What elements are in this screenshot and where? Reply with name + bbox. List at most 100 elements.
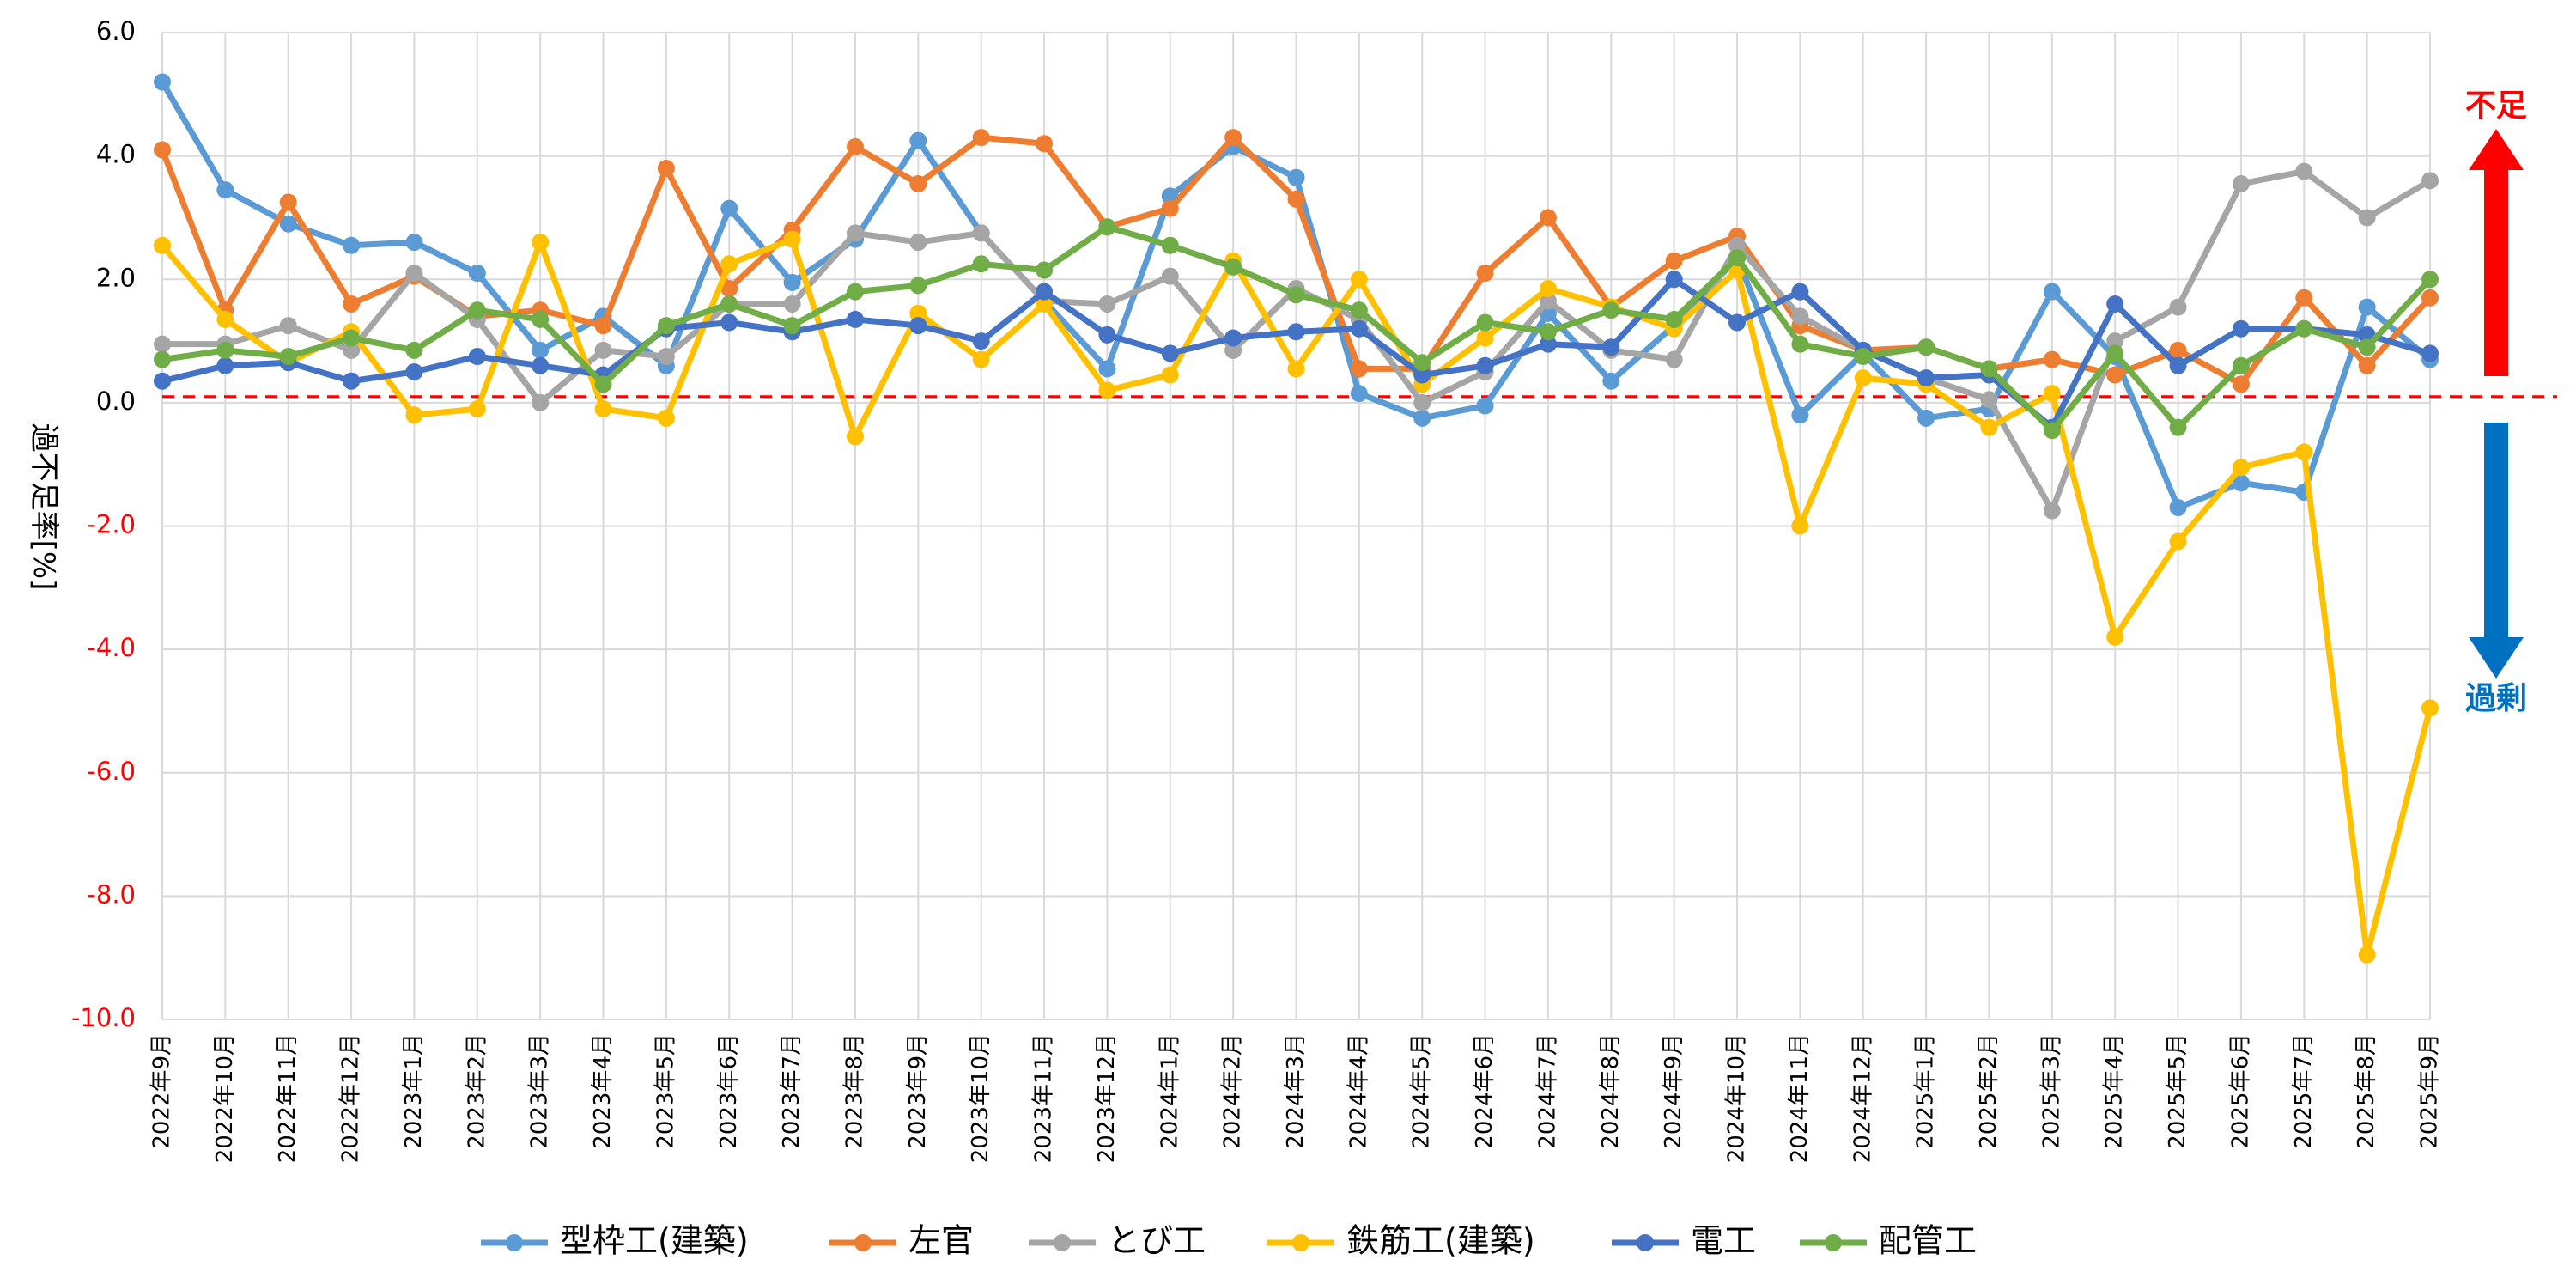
x-tick-label: 2024年6月 bbox=[1472, 1033, 1498, 1149]
data-point bbox=[594, 341, 612, 359]
data-point bbox=[846, 310, 864, 328]
legend-item: 配管工 bbox=[1800, 1222, 1977, 1260]
data-point bbox=[2106, 366, 2124, 384]
data-point bbox=[783, 295, 801, 313]
data-point bbox=[1098, 360, 1116, 378]
data-point bbox=[154, 372, 171, 390]
data-point bbox=[720, 313, 738, 332]
data-point bbox=[657, 348, 675, 366]
legend-swatch-marker bbox=[1054, 1234, 1071, 1251]
data-point bbox=[1476, 329, 1494, 347]
series-group bbox=[154, 73, 2439, 964]
data-point bbox=[909, 304, 927, 322]
data-point bbox=[972, 224, 990, 242]
data-point bbox=[2232, 319, 2250, 338]
data-point bbox=[1161, 267, 1179, 285]
legend-label: とび工 bbox=[1108, 1222, 1206, 1260]
data-point bbox=[532, 234, 550, 252]
data-point bbox=[1791, 406, 1809, 424]
data-point bbox=[1854, 369, 1872, 387]
data-point bbox=[1539, 335, 1557, 353]
data-point bbox=[532, 341, 550, 359]
data-point bbox=[279, 317, 297, 335]
x-tick-label: 2023年1月 bbox=[401, 1033, 427, 1149]
x-tick-label: 2025年9月 bbox=[2417, 1033, 2443, 1149]
legend-label: 配管工 bbox=[1879, 1222, 1977, 1260]
y-axis-ticks: -10.0 -8.0 -6.0 -4.0 -2.0 0.0 2.0 4.0 6.0 bbox=[71, 16, 136, 1032]
data-point bbox=[1791, 335, 1809, 353]
x-tick-label: 2025年7月 bbox=[2291, 1033, 2317, 1149]
data-point bbox=[846, 283, 864, 301]
data-point bbox=[2421, 172, 2439, 190]
legend-label: 型枠工(建築) bbox=[560, 1222, 749, 1260]
data-point bbox=[594, 375, 612, 393]
x-tick-label: 2023年6月 bbox=[716, 1033, 742, 1149]
x-tick-label: 2023年2月 bbox=[464, 1033, 489, 1149]
data-point bbox=[2358, 209, 2376, 227]
data-point bbox=[2169, 532, 2187, 551]
data-point bbox=[2043, 385, 2061, 403]
data-point bbox=[1161, 199, 1179, 217]
data-point bbox=[2169, 298, 2187, 316]
x-tick-label: 2022年12月 bbox=[338, 1033, 364, 1163]
data-point bbox=[1161, 366, 1179, 384]
x-tick-label: 2022年11月 bbox=[275, 1033, 301, 1163]
data-point bbox=[1665, 350, 1683, 368]
data-point bbox=[2358, 356, 2376, 374]
x-tick-label: 2023年11月 bbox=[1031, 1033, 1057, 1163]
data-point bbox=[405, 341, 423, 359]
data-point bbox=[1287, 360, 1305, 378]
shortage-arrow bbox=[2469, 129, 2524, 376]
x-tick-label: 2025年4月 bbox=[2102, 1033, 2128, 1149]
data-point bbox=[2169, 341, 2187, 359]
x-tick-label: 2025年3月 bbox=[2038, 1033, 2064, 1149]
data-point bbox=[468, 348, 486, 366]
data-point bbox=[1539, 280, 1557, 298]
data-point bbox=[1980, 418, 1998, 436]
legend-label: 左官 bbox=[908, 1222, 974, 1260]
data-point bbox=[1413, 354, 1431, 372]
surplus-label: 過剰 bbox=[2465, 681, 2527, 716]
x-axis-ticks: 2022年9月 2022年10月 2022年11月 2022年12月 2023年1月 20… bbox=[149, 1033, 2443, 1163]
legend-label: 電工 bbox=[1691, 1222, 1756, 1260]
data-point bbox=[1791, 283, 1809, 301]
data-point bbox=[1413, 366, 1431, 384]
data-point bbox=[343, 341, 361, 359]
data-point bbox=[2421, 271, 2439, 289]
x-tick-label: 2025年6月 bbox=[2227, 1033, 2253, 1149]
series-5 bbox=[154, 218, 2439, 440]
data-point bbox=[720, 255, 738, 273]
data-point bbox=[1036, 283, 1054, 301]
data-point bbox=[1791, 517, 1809, 535]
data-point bbox=[1224, 129, 1242, 147]
y-tick-label: 6.0 bbox=[96, 16, 136, 46]
x-tick-label: 2022年10月 bbox=[212, 1033, 238, 1163]
legend-swatch-marker bbox=[1292, 1234, 1309, 1251]
data-point bbox=[594, 317, 612, 335]
data-point bbox=[909, 174, 927, 192]
x-tick-label: 2024年10月 bbox=[1724, 1033, 1750, 1163]
data-point bbox=[1602, 301, 1620, 319]
data-point bbox=[2043, 502, 2061, 520]
y-tick-label: -4.0 bbox=[87, 633, 136, 662]
data-point bbox=[405, 265, 423, 283]
data-point bbox=[1980, 360, 1998, 378]
x-tick-label: 2023年3月 bbox=[527, 1033, 553, 1149]
data-point bbox=[1917, 338, 1935, 356]
data-point bbox=[1350, 385, 1368, 403]
data-point bbox=[1098, 295, 1116, 313]
data-point bbox=[1224, 258, 1242, 276]
data-point bbox=[2358, 298, 2376, 316]
data-point bbox=[2232, 375, 2250, 393]
y-tick-label: -8.0 bbox=[87, 879, 136, 909]
data-point bbox=[343, 236, 361, 254]
data-point bbox=[1476, 356, 1494, 374]
data-point bbox=[972, 129, 990, 147]
data-point bbox=[720, 199, 738, 217]
data-point bbox=[1350, 301, 1368, 319]
x-tick-label: 2024年5月 bbox=[1409, 1033, 1435, 1149]
data-point bbox=[1728, 313, 1747, 332]
x-tick-label: 2023年8月 bbox=[841, 1033, 867, 1149]
data-point bbox=[2295, 443, 2313, 461]
